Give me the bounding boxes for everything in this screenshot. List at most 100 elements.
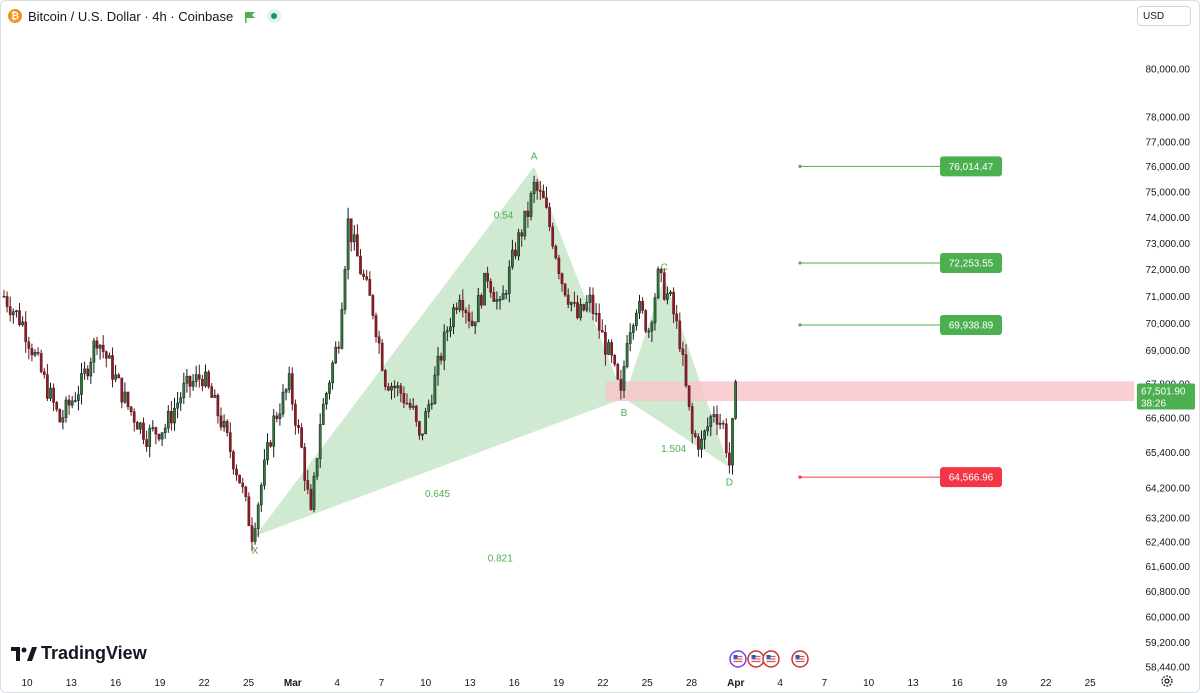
candle-body	[402, 393, 406, 404]
candle	[666, 286, 669, 305]
candle	[2, 289, 6, 298]
candle-body	[452, 307, 455, 328]
candle	[225, 419, 229, 437]
candle	[210, 383, 214, 398]
candle-body	[507, 266, 511, 294]
candle-body	[210, 386, 214, 398]
candle	[321, 397, 325, 426]
candle-body	[244, 486, 248, 497]
candle	[42, 367, 46, 379]
pattern-triangle-xab	[255, 166, 624, 537]
candle	[700, 430, 703, 458]
y-tick-label: 65,400.00	[1146, 448, 1191, 459]
candle-body	[318, 424, 322, 459]
candle	[653, 293, 657, 331]
candle	[535, 178, 539, 200]
candle	[638, 294, 641, 319]
candle	[697, 433, 700, 457]
us-economic-event-icon[interactable]	[791, 650, 809, 668]
level-badge	[940, 156, 1002, 177]
price-axis[interactable]: 80,000.00 78,000.00 77,000.00 76,000.00 75,0…	[1137, 65, 1195, 674]
candle	[449, 317, 452, 338]
pattern-ratio-label: 0.645	[425, 489, 450, 500]
us-economic-event-icon[interactable]	[762, 650, 780, 668]
candle	[238, 474, 241, 484]
candle-body	[39, 353, 43, 373]
economic-events[interactable]	[729, 650, 809, 668]
candle	[132, 408, 136, 432]
candle-body	[653, 297, 657, 324]
candle-body	[594, 313, 598, 315]
candle-body	[582, 304, 586, 311]
candle-body	[188, 375, 192, 387]
candle	[656, 266, 660, 300]
candle	[635, 309, 638, 331]
currency-selector[interactable]: USD	[1137, 6, 1191, 26]
candle-body	[160, 432, 164, 440]
candle	[662, 268, 666, 301]
candle	[170, 400, 173, 431]
y-tick-label: 58,440.00	[1146, 663, 1191, 674]
candle	[514, 242, 517, 260]
candle-body	[458, 300, 462, 310]
y-tick-label: 70,000.00	[1146, 319, 1191, 330]
candle	[27, 336, 31, 360]
candle-body	[715, 414, 719, 425]
candle-body	[343, 269, 347, 310]
candle-body	[690, 406, 694, 434]
candle	[297, 419, 300, 434]
settings-gear-icon[interactable]	[1160, 674, 1174, 688]
candle	[594, 303, 598, 322]
candle	[5, 291, 9, 313]
earnings-event-icon[interactable]	[729, 650, 747, 668]
candle-body	[176, 402, 179, 409]
candle	[253, 522, 257, 545]
symbol-header[interactable]: ₿ Bitcoin / U.S. Dollar · 4h · Coinbase	[8, 6, 282, 26]
candle-body	[328, 382, 331, 394]
symbol-title[interactable]: Bitcoin / U.S. Dollar · 4h · Coinbase	[28, 8, 234, 24]
candle-body	[95, 340, 99, 349]
candle	[418, 420, 421, 440]
candle-body	[73, 400, 77, 402]
candle-body	[334, 346, 338, 364]
candle	[687, 385, 691, 411]
candle	[424, 407, 427, 435]
candle-body	[154, 427, 158, 435]
candle	[108, 352, 111, 359]
candle-body	[281, 391, 285, 415]
us-economic-event-icon[interactable]	[747, 650, 765, 668]
candle	[480, 293, 483, 309]
candle-body	[27, 341, 31, 349]
candle-body	[483, 272, 486, 306]
candle-body	[352, 234, 356, 243]
candle	[675, 304, 679, 329]
y-tick-label: 77,000.00	[1146, 137, 1191, 148]
candle	[368, 271, 372, 296]
candle-body	[104, 351, 108, 359]
candle	[610, 339, 613, 363]
target-level: 72,253.55	[798, 252, 1002, 273]
candle	[30, 343, 34, 362]
candle	[542, 184, 545, 199]
y-tick-label: 63,200.00	[1146, 513, 1191, 524]
candle	[414, 404, 418, 427]
candle	[501, 285, 505, 300]
candle-body	[380, 342, 384, 371]
time-axis[interactable]: 10 13 16 19 22 25 Mar 4 7 10 13 16 19 22 25 28 Apr 4 7 10 13…	[21, 678, 1096, 689]
candle-body	[579, 304, 582, 319]
candle	[476, 287, 480, 323]
candle-body	[377, 336, 381, 344]
candle	[433, 366, 437, 405]
candle	[511, 239, 514, 270]
candle	[275, 411, 279, 423]
y-tick-label: 69,000.00	[1146, 346, 1191, 357]
candle	[387, 382, 390, 392]
candle	[569, 301, 573, 312]
candle-body	[8, 306, 12, 316]
candle-body	[284, 389, 288, 393]
flag-icon[interactable]	[245, 11, 256, 23]
candle	[80, 362, 83, 405]
candle	[703, 429, 706, 450]
candle-body	[64, 399, 68, 418]
